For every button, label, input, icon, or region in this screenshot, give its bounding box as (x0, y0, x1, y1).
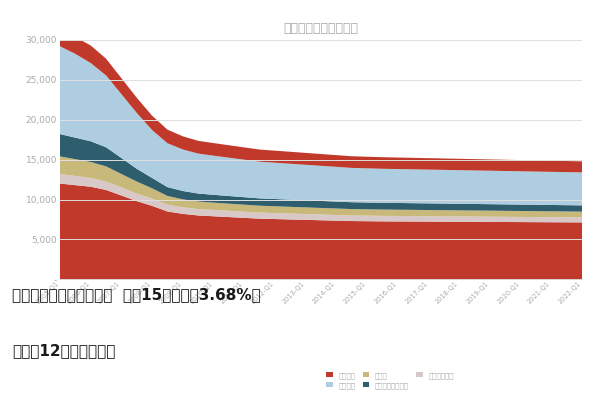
Legend: 住房净岁, 公务啤酒, 金融市, 其他居民入平中水, 防卫及水务市: 住房净岁, 公务啤酒, 金融市, 其他居民入平中水, 防卫及水务市 (323, 369, 457, 391)
Text: 英国两年期国債收益率：  下降15个基点至3.68%，: 英国两年期国債收益率： 下降15个基点至3.68%， (12, 287, 261, 302)
Title: 英国各类居民入平分析: 英国各类居民入平分析 (284, 22, 359, 35)
Text: 创去年12月来最大跌幅: 创去年12月来最大跌幅 (12, 343, 115, 358)
